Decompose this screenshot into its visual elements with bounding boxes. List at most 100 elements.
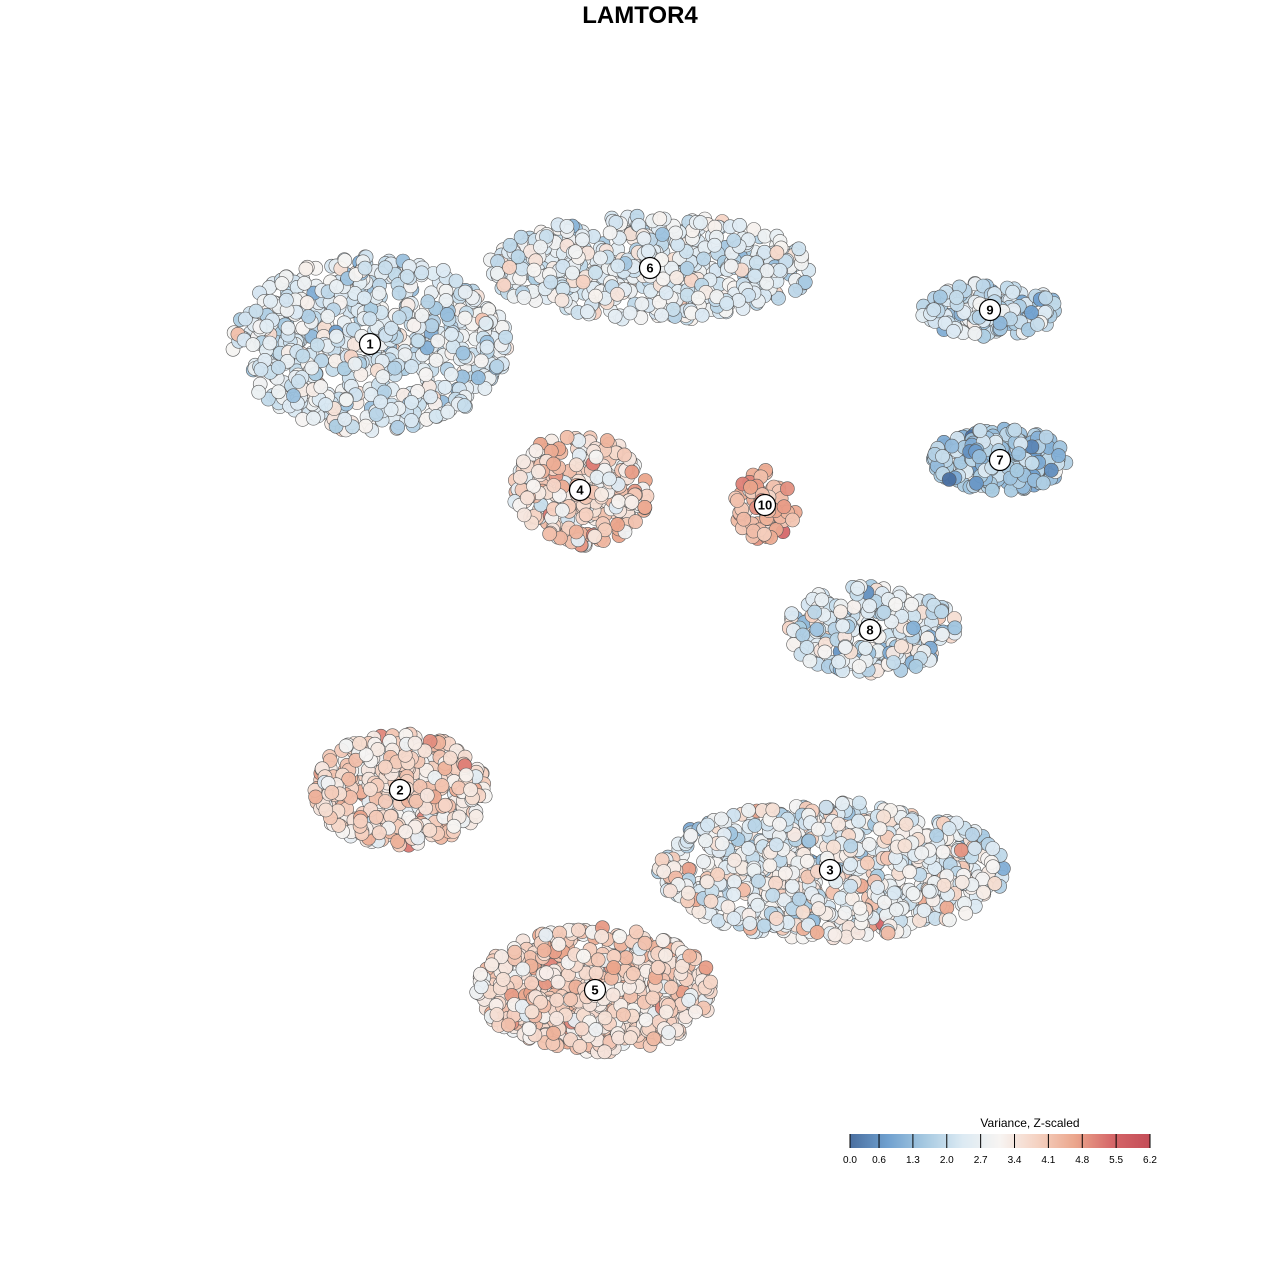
cell-point <box>611 494 626 509</box>
cell-point <box>906 620 921 636</box>
cell-point <box>1035 475 1051 491</box>
cell-point <box>801 833 817 849</box>
cell-point <box>572 1039 588 1054</box>
cell-point <box>546 478 562 493</box>
cell-point <box>658 1004 674 1020</box>
cell-point <box>297 275 312 291</box>
cell-point <box>597 1010 613 1026</box>
cell-point <box>894 639 909 654</box>
legend-tick-label: 1.3 <box>906 1155 920 1166</box>
cell-point <box>301 309 316 324</box>
cell-point <box>784 606 800 622</box>
cell-point <box>663 980 679 995</box>
cell-point <box>652 211 668 226</box>
cell-point <box>905 886 921 901</box>
cell-point <box>814 592 830 608</box>
legend-tick-label: 2.7 <box>974 1155 988 1166</box>
legend-tick-label: 0.6 <box>872 1155 886 1166</box>
legend-tick-label: 0.0 <box>843 1155 857 1166</box>
cell-point <box>727 874 742 890</box>
cell-point <box>730 493 745 508</box>
cell-point <box>624 464 640 480</box>
cell-point <box>418 367 434 383</box>
cell-point <box>516 290 532 305</box>
cell-point <box>546 1026 561 1041</box>
cell-point <box>831 816 846 832</box>
cell-point <box>797 274 813 290</box>
cluster-label-5: 5 <box>583 978 607 1002</box>
cell-point <box>606 960 622 975</box>
cell-point <box>791 241 807 257</box>
cell-point <box>352 736 367 751</box>
cell-point <box>662 883 678 899</box>
cell-point <box>398 824 413 840</box>
cell-point <box>610 517 625 532</box>
cell-point <box>589 469 605 485</box>
cell-point <box>759 275 775 291</box>
cluster-label-10: 10 <box>753 493 777 517</box>
cell-point <box>799 853 815 869</box>
cell-point <box>368 809 384 825</box>
cell-point <box>949 290 964 305</box>
cell-point <box>932 289 948 305</box>
cluster-label-2: 2 <box>388 778 412 802</box>
cell-point <box>291 374 306 389</box>
cell-point <box>835 618 851 634</box>
cell-point <box>637 499 653 515</box>
cell-point <box>543 274 559 290</box>
legend-tick-label: 4.8 <box>1075 1155 1089 1166</box>
cell-point <box>587 529 603 544</box>
cell-point <box>634 296 650 312</box>
cell-point <box>329 279 344 295</box>
cell-point <box>516 454 531 470</box>
cell-point <box>795 627 811 643</box>
cell-point <box>1038 290 1053 306</box>
cell-point <box>320 309 336 324</box>
cell-point <box>521 1021 537 1037</box>
cell-point <box>512 469 528 485</box>
cluster-label-text: 9 <box>986 303 993 318</box>
cell-point <box>593 250 608 266</box>
cell-point <box>498 329 513 345</box>
cell-point <box>612 929 628 944</box>
cell-point <box>546 456 561 472</box>
cell-point <box>935 449 950 464</box>
cell-point <box>338 392 354 408</box>
cell-point <box>696 854 711 869</box>
cell-point <box>768 875 783 891</box>
cell-point <box>985 841 1001 856</box>
cell-point <box>851 659 867 674</box>
cell-point <box>313 379 329 395</box>
cell-point <box>987 876 1003 891</box>
cell-point <box>502 238 518 253</box>
cell-point <box>306 410 321 426</box>
cell-point <box>280 320 296 336</box>
cell-point <box>843 878 858 894</box>
cell-point <box>356 290 372 306</box>
cell-point <box>809 925 825 940</box>
cell-point <box>661 1025 676 1040</box>
cell-point <box>700 817 715 833</box>
cell-point <box>954 874 970 890</box>
cell-point <box>575 274 591 290</box>
cell-point <box>473 353 489 369</box>
cell-point <box>694 307 710 323</box>
cell-point <box>434 778 450 793</box>
cell-point <box>817 644 833 660</box>
cell-point <box>886 885 902 901</box>
cell-point <box>658 947 673 963</box>
cell-point <box>286 388 301 404</box>
cell-point <box>337 411 353 427</box>
cell-point <box>563 992 579 1007</box>
cluster-label-text: 10 <box>758 498 772 513</box>
cell-point <box>914 845 930 861</box>
cell-point <box>251 384 267 400</box>
cell-point <box>756 918 772 934</box>
cell-point <box>851 795 867 811</box>
cell-point <box>750 897 766 913</box>
cluster-label-text: 6 <box>646 261 653 276</box>
cell-point <box>1024 455 1040 471</box>
cell-point <box>765 802 781 818</box>
cell-point <box>605 987 621 1003</box>
